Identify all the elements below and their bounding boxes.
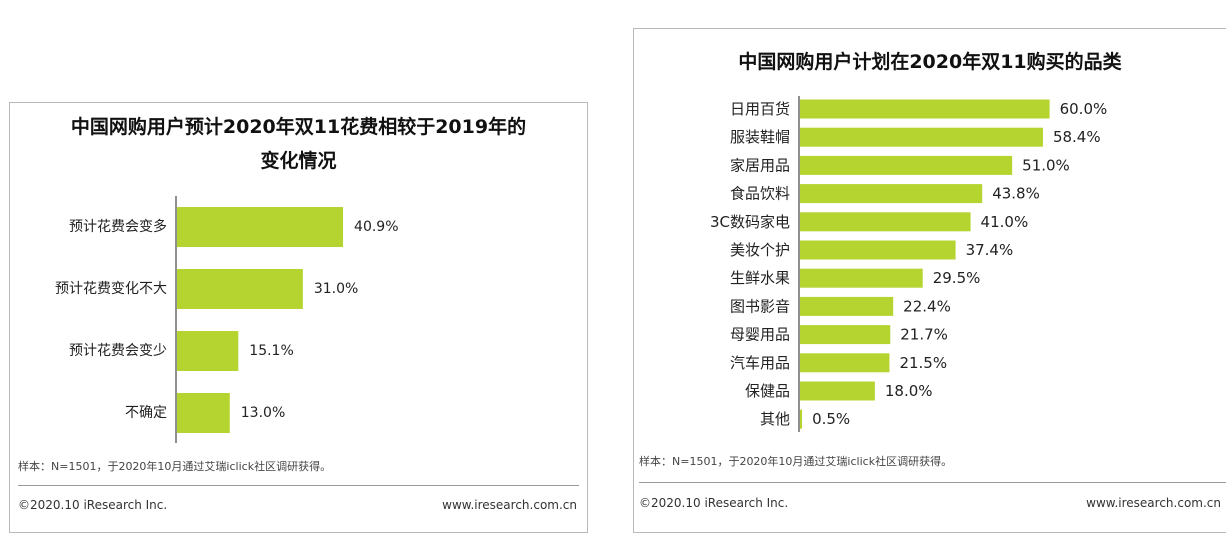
bar bbox=[177, 207, 344, 247]
website-text: www.iresearch.com.cn bbox=[442, 498, 577, 512]
data-label: 22.4% bbox=[903, 297, 951, 315]
data-label: 21.7% bbox=[900, 326, 948, 344]
footer-divider bbox=[18, 485, 579, 486]
copyright-text: ©2020.10 iResearch Inc. bbox=[18, 498, 168, 512]
category-label: 生鲜水果 bbox=[730, 269, 790, 287]
bar bbox=[800, 212, 971, 232]
data-label: 60.0% bbox=[1060, 100, 1108, 118]
footer-divider bbox=[639, 482, 1226, 483]
category-label: 母婴用品 bbox=[730, 326, 790, 344]
category-label: 预计花费变化不大 bbox=[55, 281, 167, 297]
purchase-category-chart-panel: 中国网购用户计划在2020年双11购买的品类 日用百货 60.0% 服装鞋帽 58.4… bbox=[633, 28, 1226, 533]
bar bbox=[177, 331, 239, 371]
category-label: 保健品 bbox=[745, 382, 790, 400]
category-label: 其他 bbox=[760, 410, 790, 428]
category-label: 汽车用品 bbox=[730, 354, 790, 372]
data-label: 31.0% bbox=[314, 281, 358, 297]
bar bbox=[800, 268, 923, 288]
data-label: 15.1% bbox=[249, 343, 293, 359]
bar bbox=[800, 155, 1013, 175]
data-label: 29.5% bbox=[933, 269, 981, 287]
data-label: 13.0% bbox=[241, 405, 285, 421]
bar bbox=[800, 296, 894, 316]
category-label: 服装鞋帽 bbox=[730, 128, 790, 146]
category-label: 预计花费会变多 bbox=[69, 218, 167, 235]
bar bbox=[800, 353, 890, 373]
category-label: 预计花费会变少 bbox=[69, 343, 167, 359]
bar bbox=[177, 393, 230, 433]
data-label: 0.5% bbox=[812, 410, 850, 428]
data-label: 51.0% bbox=[1022, 156, 1070, 174]
bar bbox=[800, 409, 803, 429]
category-label: 不确定 bbox=[125, 405, 167, 421]
category-label: 日用百货 bbox=[730, 100, 790, 118]
website-text: www.iresearch.com.cn bbox=[1086, 496, 1221, 510]
data-label: 41.0% bbox=[981, 213, 1029, 231]
sample-note: 样本：N=1501，于2020年10月通过艾瑞iclick社区调研获得。 bbox=[639, 455, 953, 468]
data-label: 40.9% bbox=[354, 219, 398, 235]
chart-title-line2: 变化情况 bbox=[260, 150, 337, 172]
bar bbox=[800, 184, 983, 204]
data-label: 21.5% bbox=[899, 354, 947, 372]
purchase-category-bar-chart: 日用百货 60.0% 服装鞋帽 58.4% 家居用品 51.0% 食品饮料 43.8% 3C数码… bbox=[710, 96, 1108, 432]
data-label: 18.0% bbox=[885, 382, 933, 400]
bar bbox=[800, 381, 875, 401]
category-label: 图书影音 bbox=[730, 297, 790, 315]
chart-title-line1: 中国网购用户预计2020年双11花费相较于2019年的 bbox=[70, 116, 527, 138]
bar bbox=[177, 269, 303, 309]
data-label: 37.4% bbox=[966, 241, 1014, 259]
category-label: 家居用品 bbox=[730, 156, 790, 174]
category-label: 食品饮料 bbox=[730, 185, 790, 203]
chart-title: 中国网购用户计划在2020年双11购买的品类 bbox=[738, 51, 1122, 73]
bar bbox=[800, 325, 891, 345]
data-label: 58.4% bbox=[1053, 128, 1101, 146]
bar bbox=[800, 99, 1050, 119]
spend-change-bar-chart: 预计花费会变多 40.9% 预计花费变化不大 31.0% 预计花费会变少 15.1% 不确定… bbox=[55, 196, 399, 443]
copyright-text: ©2020.10 iResearch Inc. bbox=[639, 496, 789, 510]
category-label: 3C数码家电 bbox=[710, 213, 790, 231]
bar bbox=[800, 240, 956, 260]
spend-change-chart-panel: 中国网购用户预计2020年双11花费相较于2019年的 变化情况 预计花费会变多… bbox=[9, 102, 588, 533]
category-label: 美妆个护 bbox=[730, 241, 790, 259]
bar bbox=[800, 127, 1043, 147]
sample-note: 样本：N=1501，于2020年10月通过艾瑞iclick社区调研获得。 bbox=[18, 460, 332, 473]
data-label: 43.8% bbox=[992, 185, 1040, 203]
